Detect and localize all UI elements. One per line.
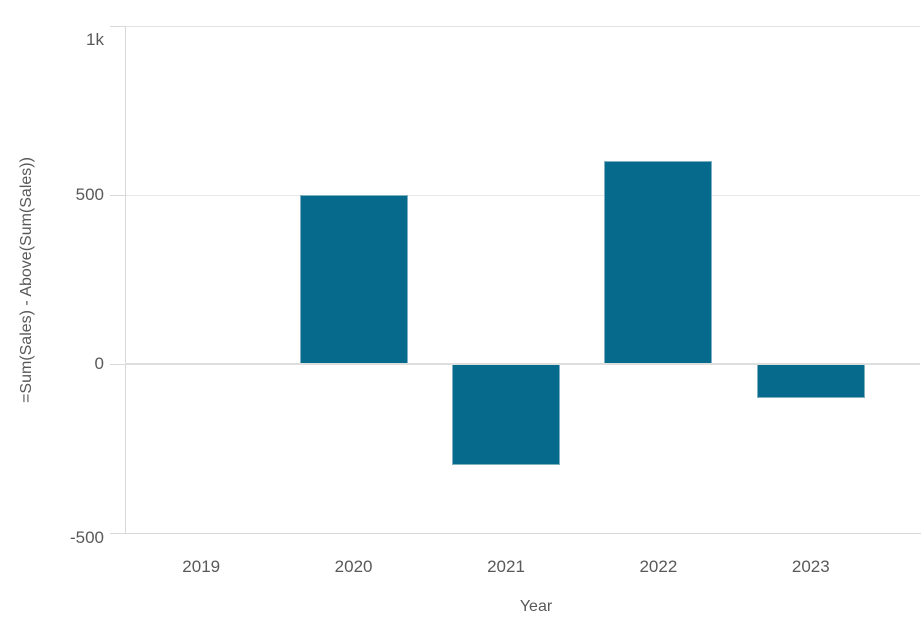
x-tick-label-2023: 2023 (791, 557, 830, 576)
y-tick-label-1k: 1k (86, 30, 104, 49)
y-tick-mark-1k (110, 26, 125, 27)
bar-2022[interactable] (604, 161, 713, 364)
y-tick-label-500: 500 (75, 185, 104, 204)
x-tick-label-2019: 2019 (182, 557, 221, 576)
y-tick-mark-500 (110, 195, 125, 196)
bar-2023[interactable] (756, 364, 865, 398)
bar-2020[interactable] (299, 195, 408, 364)
x-tick-label-2020: 2020 (334, 557, 373, 576)
plot-area (125, 26, 920, 534)
x-axis-line (110, 533, 921, 534)
y-tick-label-0: 0 (94, 354, 104, 373)
y-axis-line (125, 26, 126, 534)
zero-line (125, 363, 920, 365)
bar-2021[interactable] (452, 364, 560, 466)
y-tick-mark--500 (110, 533, 125, 534)
y-tick-mark-0 (110, 364, 125, 365)
y-tick-label--500: -500 (69, 528, 104, 547)
gridline-500 (125, 195, 920, 196)
x-tick-label-2021: 2021 (487, 557, 525, 576)
x-tick-label-2022: 2022 (639, 557, 678, 576)
x-axis-title: Year (519, 598, 553, 615)
gridline-1k (125, 26, 920, 27)
